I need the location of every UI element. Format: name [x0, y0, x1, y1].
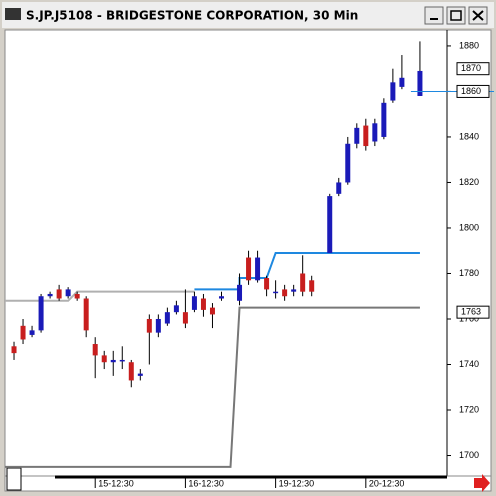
title-bar	[2, 2, 494, 28]
candle-body	[173, 305, 179, 313]
candle-body	[264, 278, 270, 290]
candle-body	[209, 307, 215, 315]
scroll-right-arrow[interactable]	[474, 474, 490, 492]
candle-body	[29, 330, 35, 335]
candle-body	[110, 359, 116, 363]
candle-body	[363, 125, 369, 147]
candle-body	[191, 296, 197, 310]
price-marker-box	[456, 84, 490, 98]
candle-body	[218, 296, 224, 299]
candle-body	[255, 257, 261, 281]
candle-body	[182, 312, 188, 324]
price-marker-box	[456, 305, 490, 319]
y-tick-label: 1740	[459, 359, 479, 369]
candle-body	[390, 82, 396, 101]
candle-body	[146, 318, 152, 333]
candle-body	[38, 296, 44, 331]
candle-body	[137, 373, 143, 376]
y-tick-label: 1780	[459, 268, 479, 278]
app-icon	[5, 8, 21, 20]
candle-body	[128, 362, 134, 381]
candle-body	[372, 123, 378, 142]
candle-body	[56, 289, 62, 299]
x-tick-label: 15-12:30	[98, 478, 134, 488]
scroll-box[interactable]	[6, 467, 22, 491]
close-icon	[472, 10, 484, 21]
candle-body	[246, 257, 252, 281]
candle-body	[399, 77, 405, 87]
candle-body	[47, 293, 53, 297]
y-tick-label: 1800	[459, 222, 479, 232]
candle-body	[92, 344, 98, 356]
candle-body	[65, 289, 71, 297]
candle-body	[336, 182, 342, 194]
y-tick-label: 1880	[459, 40, 479, 50]
candle-body	[74, 293, 80, 299]
price-marker-label: 1870	[461, 63, 481, 73]
candle-body	[119, 359, 125, 362]
window-buttons[interactable]	[424, 6, 488, 25]
candle-body	[300, 273, 306, 292]
indicator-line	[194, 252, 420, 291]
candle-body	[155, 318, 161, 333]
maximize-icon	[450, 10, 462, 21]
window-title: S.JP.J5108 - BRIDGESTONE CORPORATION, 30…	[26, 9, 358, 23]
candle-body	[327, 196, 333, 253]
candle-body	[237, 284, 243, 301]
price-marker-label: 1860	[461, 86, 481, 96]
candle-body	[282, 289, 288, 297]
candle-body	[83, 298, 89, 331]
x-tick-label: 16-12:30	[188, 478, 224, 488]
price-marker-label: 1763	[461, 307, 481, 317]
candle-body	[417, 70, 423, 96]
candle-body	[354, 127, 360, 144]
candle-body	[291, 289, 297, 292]
price-marker-box	[456, 62, 490, 76]
x-tick-label: 20-12:30	[369, 478, 405, 488]
y-tick-label: 1820	[459, 177, 479, 187]
candle-body	[164, 312, 170, 324]
minimize-button[interactable]	[424, 6, 444, 25]
candle-body	[11, 346, 17, 354]
candle-body	[101, 355, 107, 363]
candle-body	[20, 325, 26, 340]
y-tick-label: 1720	[459, 404, 479, 414]
candle-body	[345, 143, 351, 183]
candle-body	[200, 298, 206, 310]
x-tick-label: 19-12:30	[279, 478, 315, 488]
candle-body	[273, 291, 279, 294]
y-tick-label: 1700	[459, 450, 479, 460]
indicator-line	[5, 290, 195, 302]
y-tick-label: 1840	[459, 131, 479, 141]
indicator-line	[5, 306, 420, 468]
maximize-button[interactable]	[446, 6, 466, 25]
candle-body	[381, 102, 387, 137]
candle-body	[309, 280, 315, 292]
